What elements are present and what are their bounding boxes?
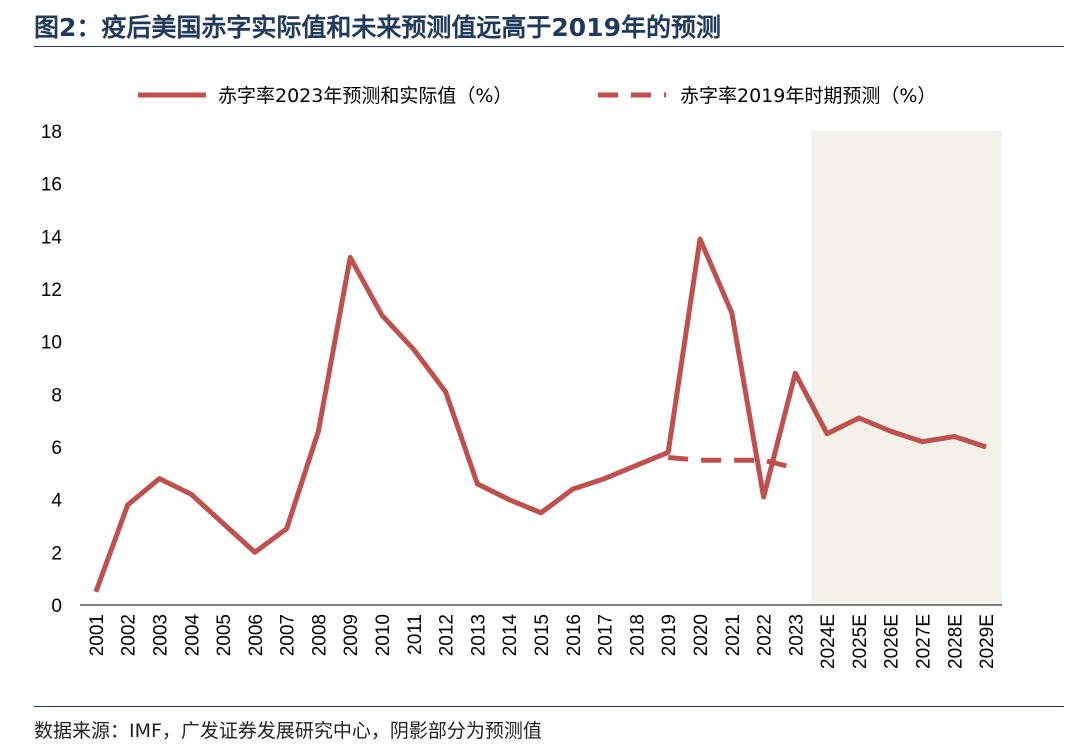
x-tick-label: 2008 (309, 614, 330, 656)
y-tick-label: 16 (41, 175, 62, 196)
y-tick-label: 2 (51, 543, 62, 564)
x-tick-label: 2007 (278, 614, 299, 656)
legend-label: 赤字率2019年时期预测（%） (680, 85, 936, 107)
series-line-2019-forecast (667, 455, 796, 471)
x-tick-label: 2005 (214, 614, 235, 656)
title-rule (34, 46, 1064, 47)
y-tick-label: 6 (51, 438, 62, 459)
chart: 赤字率2023年预测和实际值（%） 赤字率2019年时期预测（%） 0 2 4 6 8 10… (41, 85, 1002, 669)
x-tick-label: 2023 (786, 614, 807, 656)
x-tick-label: 2002 (119, 614, 140, 656)
y-tick-label: 14 (41, 227, 63, 248)
figure-title: 图2：疫后美国赤字实际值和未来预测值远高于2019年的预测 (34, 13, 721, 42)
x-tick-label: 2026E (882, 614, 903, 669)
x-tick-label: 2012 (437, 614, 458, 656)
x-tick-label: 2013 (468, 614, 489, 656)
x-tick-label: 2029E (977, 614, 998, 669)
y-tick-label: 12 (41, 280, 62, 301)
x-tick-label: 2028E (945, 614, 966, 669)
legend-label: 赤字率2023年预测和实际值（%） (218, 85, 512, 107)
x-tick-label: 2009 (341, 614, 362, 656)
x-tick-label: 2024E (818, 614, 839, 669)
x-tick-label: 2011 (405, 614, 426, 655)
x-tick-label: 2006 (246, 614, 267, 656)
y-tick-label: 18 (41, 122, 62, 143)
x-tick-label: 2015 (532, 614, 553, 656)
x-tick-label: 2010 (373, 614, 394, 656)
x-tick-label: 2016 (564, 614, 585, 656)
x-tick-label: 2020 (691, 614, 712, 656)
x-tick-label: 2003 (150, 614, 171, 656)
x-tick-label: 2017 (596, 614, 617, 656)
x-tick-label: 2025E (850, 614, 871, 669)
x-tick-label: 2021 (723, 614, 744, 656)
source-note: 数据来源：IMF，广发证券发展研究中心，阴影部分为预测值 (34, 720, 542, 742)
series-line-2023-forecast-actual (93, 236, 987, 593)
y-tick-label: 8 (51, 385, 62, 406)
x-tick-label: 2001 (87, 614, 108, 656)
y-tick-label: 10 (41, 333, 62, 354)
x-tick-label: 2004 (182, 614, 203, 657)
x-tick-label: 2019 (659, 614, 680, 656)
forecast-shade (811, 131, 1002, 605)
x-tick-label: 2027E (914, 614, 935, 669)
y-tick-label: 4 (51, 491, 62, 512)
x-tick-label: 2014 (500, 614, 521, 657)
x-tick-label: 2022 (755, 614, 776, 656)
x-tick-label: 2018 (627, 614, 648, 656)
y-tick-label: 0 (51, 596, 62, 617)
source-rule (34, 706, 1064, 707)
